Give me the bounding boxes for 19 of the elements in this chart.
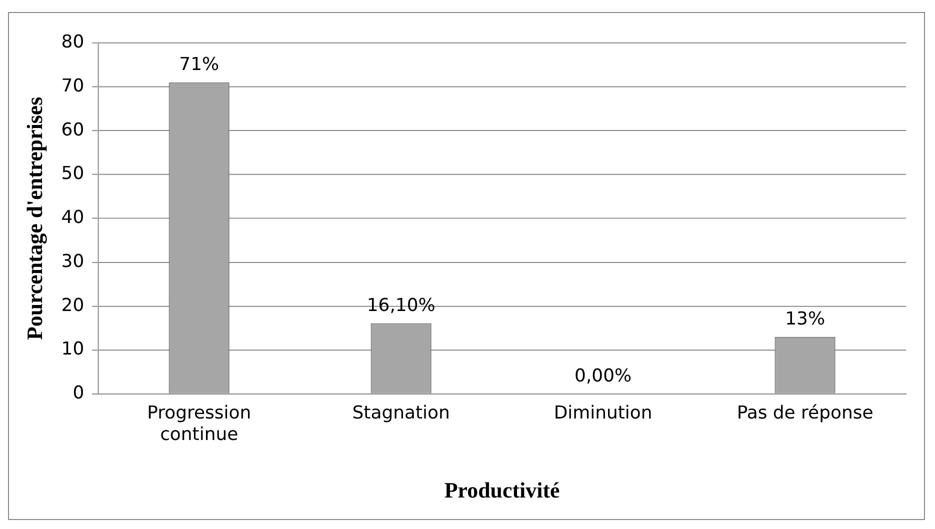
x-axis-title: Productivité — [444, 478, 560, 503]
x-tick-label: Stagnation — [352, 402, 450, 424]
y-tick-label: 80 — [61, 32, 84, 53]
y-tick-label: 10 — [61, 338, 84, 360]
y-tick-label: 50 — [61, 163, 84, 184]
y-tick-label: 40 — [61, 207, 84, 228]
y-tick-label: 30 — [61, 250, 84, 272]
data-label: 71% — [179, 54, 220, 76]
y-tick-label: 20 — [61, 294, 84, 316]
data-label: 13% — [785, 308, 826, 330]
y-tick-label: 60 — [61, 119, 84, 140]
x-tick-label: Pas de réponse — [736, 402, 874, 424]
y-tick-label: 70 — [61, 75, 84, 96]
y-tick-label: 0 — [72, 382, 84, 404]
data-label: 0,00% — [574, 366, 632, 387]
data-label: 16,10% — [366, 294, 436, 316]
x-tick-label: Progression continue — [147, 402, 252, 445]
x-tick-label: Diminution — [554, 402, 652, 424]
y-axis-title: Pourcentage d'entreprises — [22, 96, 47, 340]
